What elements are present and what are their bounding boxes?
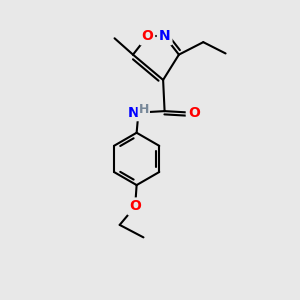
Text: N: N: [159, 29, 170, 44]
Text: H: H: [139, 103, 149, 116]
Text: O: O: [129, 200, 141, 214]
Text: N: N: [127, 106, 139, 120]
Text: O: O: [188, 106, 200, 120]
Text: O: O: [141, 29, 153, 44]
